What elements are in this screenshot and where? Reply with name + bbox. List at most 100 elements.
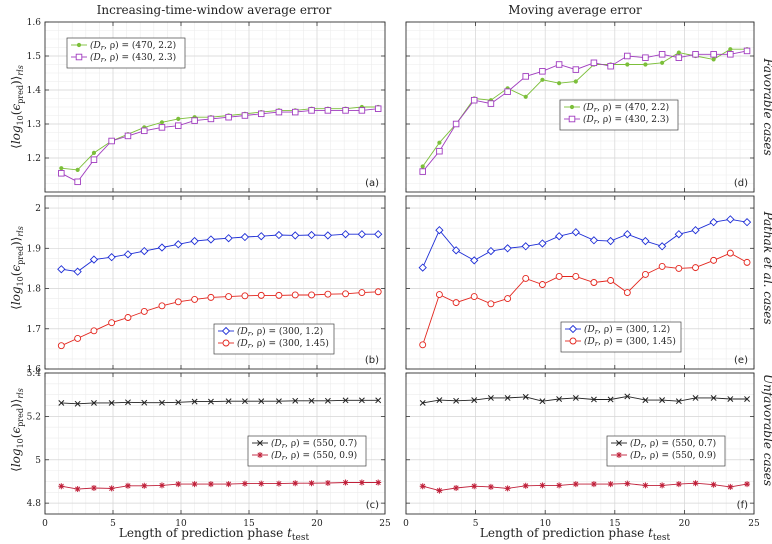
data-point xyxy=(159,120,165,125)
data-point xyxy=(744,481,751,488)
data-point xyxy=(307,230,316,240)
data-point xyxy=(374,230,383,239)
data-point xyxy=(590,396,597,403)
legend-marker xyxy=(76,42,82,48)
data-point xyxy=(435,226,444,235)
data-point xyxy=(657,242,667,251)
data-point xyxy=(174,240,183,249)
data-point xyxy=(554,232,564,241)
data-point xyxy=(419,483,426,490)
data-point xyxy=(308,291,316,299)
data-point xyxy=(538,281,546,288)
data-point xyxy=(58,170,65,177)
data-point xyxy=(710,394,717,401)
data-point xyxy=(523,94,528,99)
data-point xyxy=(659,397,666,404)
data-point xyxy=(308,397,315,404)
data-point xyxy=(557,81,562,86)
data-point xyxy=(89,255,99,264)
y-tick-label: 1.6 xyxy=(27,18,42,28)
legend: (Dr, ρ) = (300, 1.2)(Dr, ρ) = (300, 1.45… xyxy=(213,323,335,355)
data-point xyxy=(452,120,460,128)
data-point xyxy=(358,289,366,297)
svg-text:Pathak et al. cases: Pathak et al. cases xyxy=(761,210,772,324)
data-point xyxy=(452,299,460,307)
data-point xyxy=(124,482,131,489)
data-point xyxy=(108,399,115,406)
data-point xyxy=(522,73,529,80)
data-point xyxy=(141,399,148,406)
data-point xyxy=(224,234,233,243)
legend-marker xyxy=(222,339,230,347)
data-point xyxy=(140,246,149,256)
data-point xyxy=(471,483,478,490)
data-point xyxy=(207,115,215,123)
data-point xyxy=(191,117,198,124)
data-point xyxy=(727,51,734,58)
data-point xyxy=(207,398,214,405)
row-label-unfavorable: Unfavorable cases xyxy=(761,374,772,486)
data-point xyxy=(324,290,332,298)
data-point xyxy=(358,397,365,404)
data-point xyxy=(658,262,666,270)
data-point xyxy=(58,399,65,406)
data-point xyxy=(258,480,265,487)
data-point xyxy=(486,246,496,256)
data-point xyxy=(308,480,315,487)
data-point xyxy=(573,79,578,84)
data-point xyxy=(291,108,299,116)
data-point xyxy=(191,398,198,405)
data-point xyxy=(207,481,214,488)
data-point xyxy=(436,147,443,155)
y-tick-label: 2 xyxy=(35,204,41,214)
data-point xyxy=(358,479,365,486)
data-point xyxy=(124,132,132,140)
data-point xyxy=(555,61,563,68)
data-point xyxy=(471,397,478,404)
data-point xyxy=(674,230,683,239)
y-tick-label: 1.8 xyxy=(27,285,42,295)
data-point xyxy=(522,275,530,282)
data-point xyxy=(374,288,382,296)
legend-marker xyxy=(568,324,578,334)
legend-label: (Dr, ρ) = (470, 2.2) xyxy=(90,40,176,52)
data-point xyxy=(74,334,82,342)
panel-letter: (a) xyxy=(365,178,379,189)
svg-text:Favorable cases: Favorable cases xyxy=(761,57,772,155)
data-point xyxy=(275,291,283,299)
data-point xyxy=(90,156,98,163)
data-point xyxy=(275,480,282,487)
data-point xyxy=(727,483,734,490)
data-point xyxy=(641,271,649,278)
plot-frame xyxy=(44,21,386,193)
data-point xyxy=(453,484,460,491)
data-point xyxy=(522,393,529,400)
legend-box xyxy=(559,99,679,131)
data-point xyxy=(241,112,249,119)
legend-label: (Dr, ρ) = (470, 2.2) xyxy=(583,102,669,114)
x-tick-label: 0 xyxy=(42,519,48,529)
data-point xyxy=(743,47,751,55)
data-point xyxy=(74,486,81,493)
data-point xyxy=(642,482,649,489)
data-point xyxy=(572,66,580,73)
y-tick-label: 1.4 xyxy=(27,86,42,96)
data-point xyxy=(274,230,284,240)
data-point xyxy=(241,398,248,405)
svg-text:⟨log10(ϵpred)⟩rls: ⟨log10(ϵpred)⟩rls xyxy=(9,226,25,310)
data-point xyxy=(436,487,443,494)
legend-box xyxy=(606,435,726,467)
data-point xyxy=(744,396,750,402)
panel-letter: (e) xyxy=(734,355,748,366)
legend-label: (Dr, ρ) = (300, 1.2) xyxy=(237,326,323,338)
data-point xyxy=(470,293,478,301)
x-tick-label: 15 xyxy=(609,519,621,529)
data-point xyxy=(590,481,597,488)
data-point xyxy=(374,105,382,112)
data-point xyxy=(174,298,182,306)
data-point xyxy=(323,231,333,240)
legend-label: (Dr, ρ) = (300, 1.2) xyxy=(584,324,670,336)
data-point xyxy=(342,290,350,298)
data-point xyxy=(241,480,248,487)
data-point xyxy=(57,342,65,350)
